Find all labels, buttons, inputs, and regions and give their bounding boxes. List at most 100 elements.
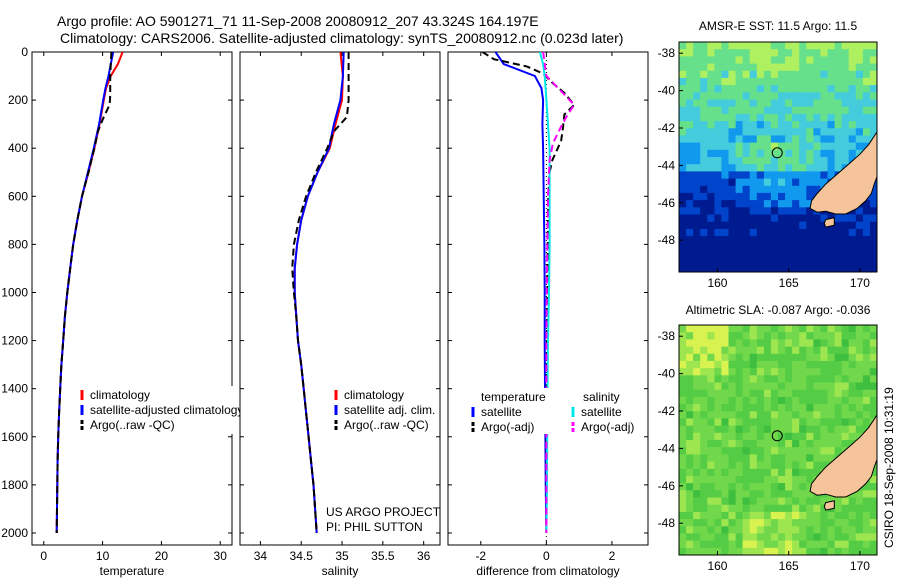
heatmap-cell bbox=[679, 490, 687, 499]
heatmap-cell bbox=[770, 70, 779, 79]
heatmap-cell bbox=[693, 106, 701, 115]
heatmap-cell bbox=[770, 346, 779, 355]
heatmap-cell bbox=[742, 468, 751, 477]
heatmap-cell bbox=[770, 171, 779, 180]
heatmap-cell bbox=[806, 497, 814, 506]
profile-location-marker bbox=[771, 430, 783, 442]
heatmap-cell bbox=[707, 375, 715, 384]
heatmap-cell bbox=[763, 214, 772, 223]
heatmap-cell bbox=[693, 404, 701, 412]
heatmap-cell bbox=[714, 63, 723, 72]
heatmap-cell bbox=[721, 121, 730, 129]
heatmap-cell bbox=[742, 192, 751, 201]
heatmap-cell bbox=[862, 504, 871, 513]
heatmap-cell bbox=[862, 264, 871, 272]
heatmap-cell bbox=[855, 325, 864, 333]
heatmap-cell bbox=[679, 92, 687, 101]
heatmap-cell bbox=[700, 142, 708, 151]
heatmap-cell bbox=[714, 214, 723, 223]
heatmap-cell bbox=[686, 49, 694, 57]
heatmap-cell bbox=[820, 157, 829, 165]
heatmap-cell bbox=[785, 214, 793, 223]
heatmap-cell bbox=[714, 85, 723, 93]
heatmap-cell bbox=[855, 360, 864, 369]
heatmap-cell bbox=[707, 92, 715, 101]
heatmap-cell bbox=[827, 135, 836, 144]
heatmap-cell bbox=[869, 185, 877, 194]
y-tick-label: -46 bbox=[658, 479, 676, 493]
heatmap-cell bbox=[756, 353, 765, 362]
heatmap-cell bbox=[785, 200, 793, 208]
heatmap-cell bbox=[721, 228, 730, 237]
heatmap-cell bbox=[778, 214, 786, 223]
heatmap-cell bbox=[735, 497, 744, 506]
land-stewart-island bbox=[823, 217, 835, 228]
heatmap-cell bbox=[679, 325, 687, 333]
heatmap-cell bbox=[742, 418, 751, 427]
heatmap-cell bbox=[806, 243, 814, 252]
heatmap-cell bbox=[756, 157, 765, 165]
x-tick-label: 30 bbox=[214, 549, 228, 563]
heatmap-cell bbox=[742, 63, 751, 72]
heatmap-cell bbox=[813, 92, 822, 101]
heatmap-cell bbox=[679, 440, 687, 448]
heatmap-cell bbox=[756, 178, 765, 187]
heatmap-cell bbox=[714, 497, 723, 506]
heatmap-cell bbox=[785, 475, 793, 484]
heatmap-cell bbox=[806, 49, 814, 57]
heatmap-cell bbox=[707, 540, 715, 549]
heatmap-cell bbox=[778, 178, 786, 187]
heatmap-cell bbox=[785, 432, 793, 441]
heatmap-cell bbox=[770, 447, 779, 455]
heatmap-cell bbox=[827, 375, 836, 384]
heatmap-cell bbox=[770, 264, 779, 272]
heatmap-cell bbox=[707, 228, 715, 237]
heatmap-cell bbox=[707, 63, 715, 72]
heatmap-cell bbox=[813, 540, 822, 549]
heatmap-cell bbox=[770, 42, 779, 50]
heatmap-cell bbox=[749, 257, 758, 266]
heatmap-cell bbox=[799, 257, 807, 266]
heatmap-cell bbox=[778, 221, 786, 230]
heatmap-cell bbox=[770, 411, 779, 420]
heatmap-cell bbox=[763, 128, 772, 137]
heatmap-cell bbox=[855, 121, 864, 129]
heatmap-cell bbox=[792, 440, 800, 448]
heatmap-cell bbox=[693, 396, 701, 405]
heatmap-cell bbox=[721, 483, 730, 491]
heatmap-cell bbox=[707, 250, 715, 259]
heatmap-cell bbox=[756, 454, 765, 463]
heatmap-cell bbox=[749, 404, 758, 412]
heatmap-cell bbox=[686, 128, 694, 137]
heatmap-cell bbox=[749, 207, 758, 216]
heatmap-cell bbox=[693, 526, 701, 535]
heatmap-cell bbox=[700, 461, 708, 470]
heatmap-cell bbox=[756, 135, 765, 144]
heatmap-cell bbox=[714, 375, 723, 384]
heatmap-cell bbox=[742, 149, 751, 158]
heatmap-cell bbox=[707, 360, 715, 369]
heatmap-cell bbox=[778, 368, 786, 376]
heatmap-cell bbox=[700, 99, 708, 108]
heatmap-cell bbox=[763, 411, 772, 420]
heatmap-cell bbox=[820, 85, 829, 93]
heatmap-cell bbox=[686, 440, 694, 448]
heatmap-cell bbox=[869, 49, 877, 57]
heatmap-cell bbox=[756, 332, 765, 340]
heatmap-cell bbox=[820, 171, 829, 180]
heatmap-cell bbox=[756, 257, 765, 266]
heatmap-cell bbox=[827, 85, 836, 93]
heatmap-cell bbox=[813, 368, 822, 376]
heatmap-cell bbox=[749, 49, 758, 57]
heatmap-cell bbox=[707, 411, 715, 420]
heatmap-cell bbox=[792, 264, 800, 272]
heatmap-cell bbox=[869, 483, 877, 491]
heatmap-cell bbox=[686, 497, 694, 506]
heatmap-cell bbox=[728, 375, 737, 384]
heatmap-cell bbox=[820, 425, 829, 434]
heatmap-cell bbox=[735, 200, 744, 208]
heatmap-cell bbox=[742, 106, 751, 115]
heatmap-cell bbox=[855, 490, 864, 499]
heatmap-cell bbox=[707, 192, 715, 201]
heatmap-cell bbox=[827, 440, 836, 448]
